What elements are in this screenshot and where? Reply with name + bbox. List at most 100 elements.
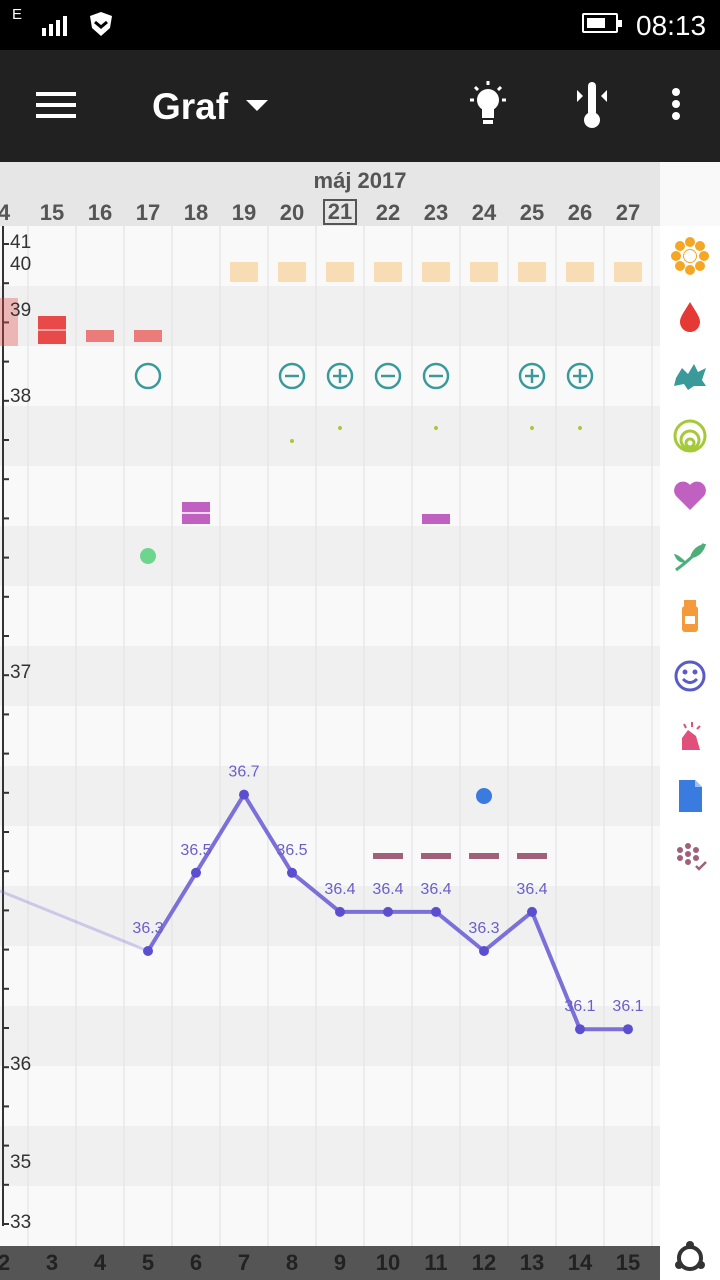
date-day-label[interactable]: 18 — [183, 200, 209, 225]
app-bar: Graf — [0, 50, 720, 162]
temperature-point[interactable] — [623, 1024, 633, 1035]
today-day-label[interactable]: 21 — [323, 199, 357, 225]
fertile-marker[interactable] — [518, 262, 546, 282]
battery-icon — [582, 13, 622, 33]
cycle-day-label: 8 — [285, 1250, 299, 1275]
temperature-point[interactable] — [479, 946, 489, 956]
cervix-dot[interactable] — [290, 439, 294, 443]
temperature-label: 36.5 — [276, 842, 307, 859]
temperature-label: 36.1 — [612, 998, 643, 1015]
grid-band — [0, 826, 660, 886]
mucus-minus-marker[interactable] — [422, 362, 450, 390]
fertile-marker[interactable] — [566, 262, 594, 282]
cycle-day-label: 4 — [93, 1250, 107, 1275]
grid-band — [0, 706, 660, 766]
mucus-plus-marker[interactable] — [518, 362, 546, 390]
date-day-label[interactable]: 16 — [87, 200, 113, 225]
date-day-label[interactable]: 17 — [135, 200, 161, 225]
temperature-label: 36.4 — [516, 881, 547, 898]
date-day-label[interactable]: 25 — [519, 200, 545, 225]
cycle-day-label: 13 — [519, 1250, 545, 1275]
mucus-plus-marker[interactable] — [566, 362, 594, 390]
symptom-marker[interactable] — [421, 853, 451, 859]
thermometer-icon[interactable] — [574, 80, 610, 130]
temperature-point[interactable] — [191, 867, 201, 878]
more-options-icon[interactable] — [668, 80, 684, 128]
menu-icon[interactable] — [36, 92, 76, 122]
cycle-day-label: 15 — [615, 1250, 641, 1275]
cycle-day-label: 10 — [375, 1250, 401, 1275]
mucus-ring — [326, 362, 354, 390]
fertile-marker[interactable] — [422, 262, 450, 282]
sun-icon[interactable] — [670, 236, 710, 276]
date-day-label[interactable]: 20 — [279, 200, 305, 225]
cervix-dot[interactable] — [434, 426, 438, 430]
grid-band — [0, 406, 660, 466]
dropdown-caret-icon[interactable] — [246, 100, 268, 111]
temperature-point[interactable] — [239, 789, 249, 800]
cycle-day-label: 2 — [0, 1250, 11, 1275]
temperature-label: 36.4 — [420, 881, 451, 898]
temperature-point[interactable] — [431, 906, 441, 917]
date-day-label[interactable]: 15 — [39, 200, 65, 225]
document-icon[interactable] — [670, 776, 710, 816]
temperature-point[interactable] — [383, 906, 393, 917]
clock: 08:13 — [636, 10, 707, 41]
splash-icon[interactable] — [670, 356, 710, 396]
date-day-label[interactable]: 24 — [471, 200, 497, 225]
y-axis-label: 38 — [10, 386, 32, 407]
cycle-day-axis: 2 3 4 5 6 7 8 9 10 11 12 13 14 15 — [0, 1246, 660, 1280]
symptom-marker[interactable] — [517, 853, 547, 859]
mucus-minus-marker[interactable] — [374, 362, 402, 390]
fertile-marker[interactable] — [614, 262, 642, 282]
pill-bottle-icon[interactable] — [670, 596, 710, 636]
fertile-marker[interactable] — [230, 262, 258, 282]
fertile-marker[interactable] — [374, 262, 402, 282]
status-bar: E 08:13 — [0, 0, 720, 50]
date-day-label[interactable]: 22 — [375, 200, 401, 225]
grid-band — [0, 586, 660, 646]
view-selector-title[interactable]: Graf — [152, 86, 229, 127]
mucus-ring — [422, 362, 450, 390]
fertile-marker[interactable] — [470, 262, 498, 282]
mucus-minus-marker[interactable] — [278, 362, 306, 390]
fertile-marker[interactable] — [278, 262, 306, 282]
temperature-point[interactable] — [335, 906, 345, 917]
flower-check-icon[interactable] — [670, 836, 710, 876]
smiley-icon[interactable] — [670, 656, 710, 696]
cervix-dot[interactable] — [338, 426, 342, 430]
temperature-point[interactable] — [527, 906, 537, 917]
herb-marker[interactable] — [140, 548, 156, 564]
blood-drop-icon[interactable] — [670, 296, 710, 336]
date-day-label[interactable]: 27 — [615, 200, 641, 225]
symptom-marker[interactable] — [469, 853, 499, 859]
cervix-dot[interactable] — [530, 426, 534, 430]
y-axis-label: 37 — [10, 662, 32, 683]
fertile-marker[interactable] — [326, 262, 354, 282]
period-marker[interactable] — [0, 298, 18, 346]
heart-icon[interactable] — [670, 476, 710, 516]
spotting-marker[interactable] — [86, 330, 114, 342]
lightbulb-icon[interactable] — [466, 80, 510, 128]
mucus-circle[interactable] — [134, 362, 162, 390]
date-day-label[interactable]: 4 — [0, 200, 11, 225]
date-day-label[interactable]: 19 — [231, 200, 257, 225]
symptom-marker[interactable] — [373, 853, 403, 859]
temperature-point[interactable] — [143, 946, 153, 956]
temperature-point[interactable] — [287, 867, 297, 878]
y-axis-label: 40 — [10, 254, 32, 275]
spotting-marker[interactable] — [134, 330, 162, 342]
cervix-dot[interactable] — [578, 426, 582, 430]
note-marker[interactable] — [476, 788, 492, 804]
mucus-plus-marker[interactable] — [326, 362, 354, 390]
temperature-point[interactable] — [575, 1024, 585, 1035]
date-day-label[interactable]: 26 — [567, 200, 593, 225]
cervix-icon[interactable] — [670, 416, 710, 456]
date-day-label[interactable]: 23 — [423, 200, 449, 225]
mucus-ring — [134, 362, 162, 390]
sync-icon[interactable] — [670, 1238, 710, 1278]
intercourse-marker[interactable] — [422, 514, 450, 524]
chart-area[interactable]: 36.3 36.5 36.7 36.5 36.4 36.4 36.4 36.3 36.4 36.1… — [0, 226, 660, 1246]
hand-icon[interactable] — [670, 716, 710, 756]
leaf-icon[interactable] — [670, 536, 710, 576]
